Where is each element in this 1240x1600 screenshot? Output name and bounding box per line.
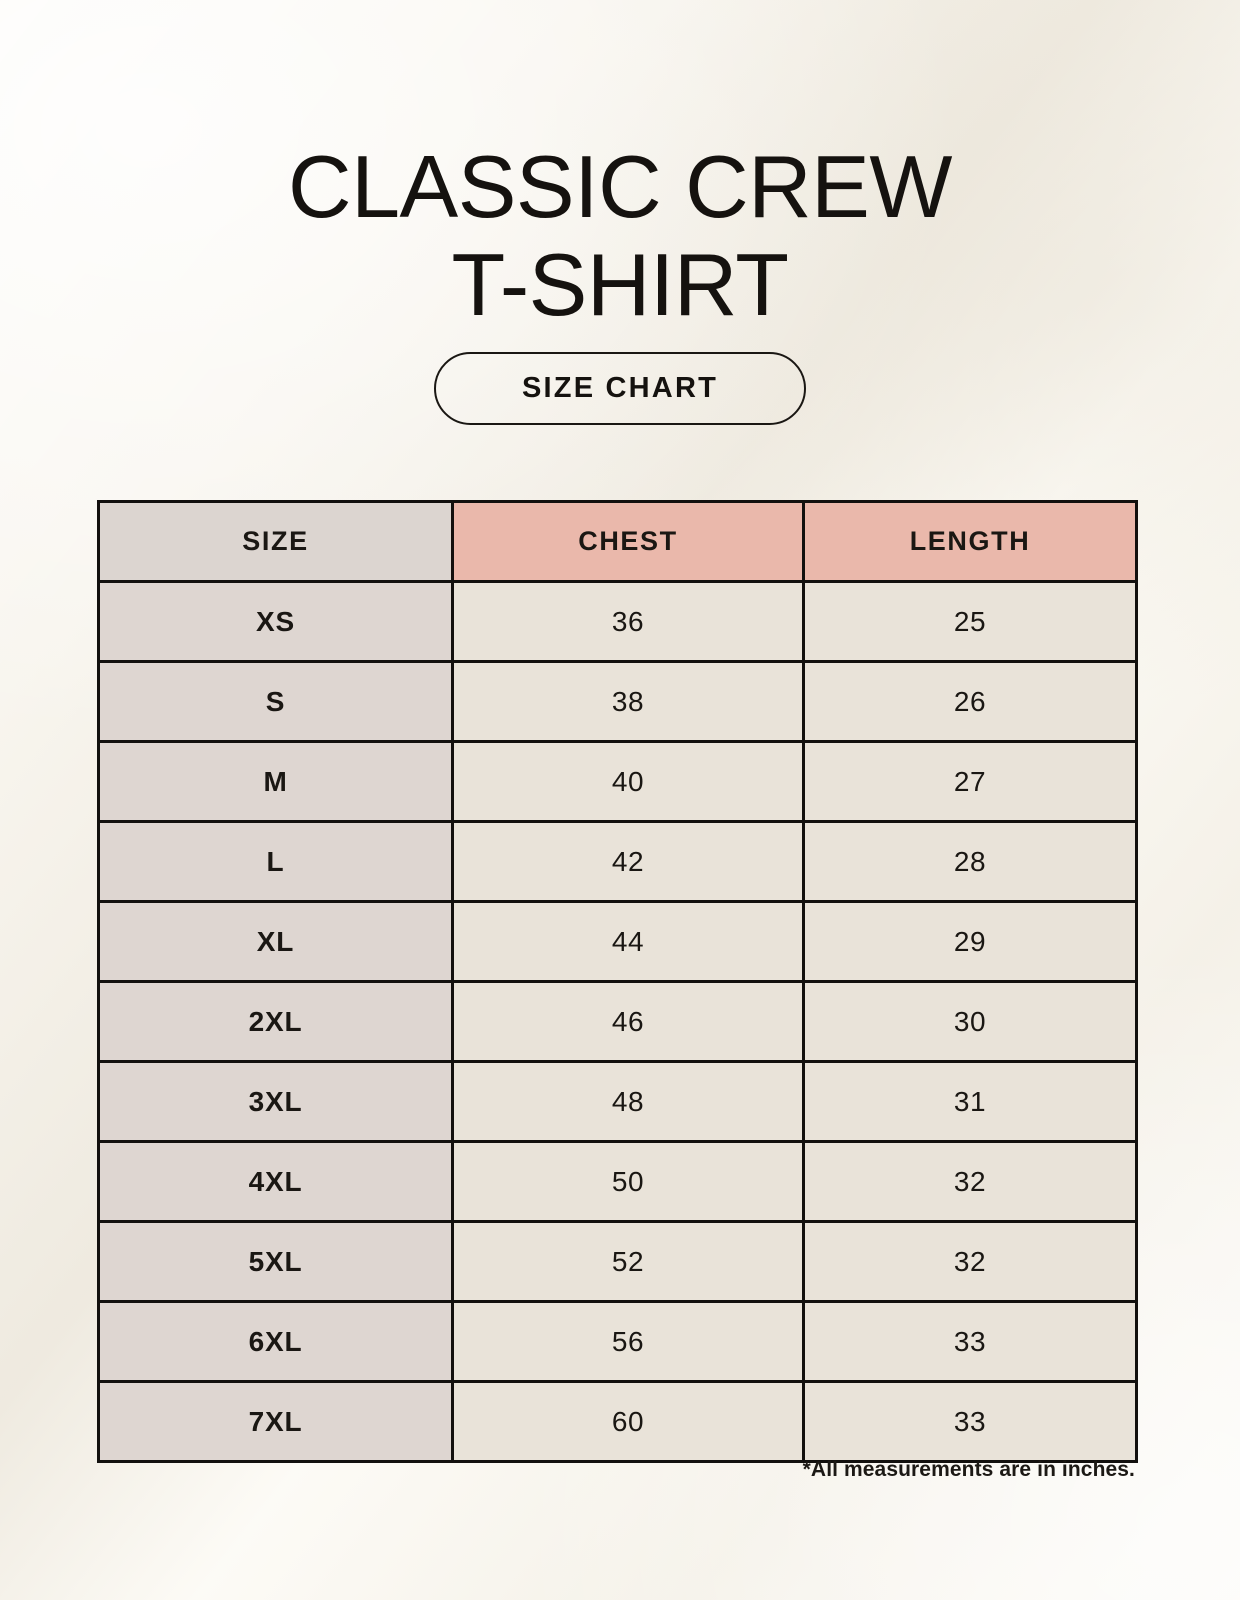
table-row: 5XL 52 32 (97, 1220, 1138, 1303)
size-table-head: SIZE CHEST LENGTH (97, 500, 1138, 583)
column-header-length: LENGTH (802, 500, 1138, 583)
cell-chest: 50 (451, 1140, 805, 1223)
table-row: 6XL 56 33 (97, 1300, 1138, 1383)
cell-length: 28 (802, 820, 1138, 903)
cell-length: 30 (802, 980, 1138, 1063)
cell-size: 2XL (97, 980, 454, 1063)
table-header-row: SIZE CHEST LENGTH (97, 500, 1138, 583)
cell-size: S (97, 660, 454, 743)
cell-length: 26 (802, 660, 1138, 743)
cell-length: 31 (802, 1060, 1138, 1143)
cell-length: 33 (802, 1380, 1138, 1463)
cell-length: 33 (802, 1300, 1138, 1383)
cell-chest: 46 (451, 980, 805, 1063)
cell-chest: 56 (451, 1300, 805, 1383)
table-row: M 40 27 (97, 740, 1138, 823)
cell-chest: 42 (451, 820, 805, 903)
cell-chest: 60 (451, 1380, 805, 1463)
size-table-container: SIZE CHEST LENGTH XS 36 25 S 38 26 M 40 27 L 42 28 X… (97, 500, 1138, 1463)
cell-chest: 48 (451, 1060, 805, 1143)
cell-length: 27 (802, 740, 1138, 823)
cell-size: XS (97, 580, 454, 663)
page-title-line-2: T-SHIRT (451, 234, 789, 334)
size-chart-badge: SIZE CHART (434, 352, 806, 425)
badge-container: SIZE CHART (0, 352, 1240, 425)
cell-size: 4XL (97, 1140, 454, 1223)
size-table-body: XS 36 25 S 38 26 M 40 27 L 42 28 XL 44 29 2XL 46 30 3XL 48 3… (97, 580, 1138, 1463)
cell-length: 25 (802, 580, 1138, 663)
measurement-footnote: *All measurements are in inches. (802, 1458, 1135, 1481)
cell-length: 29 (802, 900, 1138, 983)
column-header-size: SIZE (97, 500, 454, 583)
cell-size: XL (97, 900, 454, 983)
cell-length: 32 (802, 1220, 1138, 1303)
size-table: SIZE CHEST LENGTH XS 36 25 S 38 26 M 40 27 L 42 28 X… (97, 500, 1138, 1463)
cell-chest: 52 (451, 1220, 805, 1303)
table-row: 7XL 60 33 (97, 1380, 1138, 1463)
page-title-line-1: CLASSIC CREW (288, 136, 952, 236)
table-row: XL 44 29 (97, 900, 1138, 983)
table-row: 4XL 50 32 (97, 1140, 1138, 1223)
table-row: S 38 26 (97, 660, 1138, 743)
page-title: CLASSIC CREW T-SHIRT (0, 136, 1240, 334)
cell-size: M (97, 740, 454, 823)
cell-length: 32 (802, 1140, 1138, 1223)
table-row: XS 36 25 (97, 580, 1138, 663)
column-header-chest: CHEST (451, 500, 805, 583)
cell-size: 5XL (97, 1220, 454, 1303)
table-row: 3XL 48 31 (97, 1060, 1138, 1143)
cell-size: 6XL (97, 1300, 454, 1383)
cell-chest: 36 (451, 580, 805, 663)
cell-size: L (97, 820, 454, 903)
cell-size: 7XL (97, 1380, 454, 1463)
table-row: L 42 28 (97, 820, 1138, 903)
table-row: 2XL 46 30 (97, 980, 1138, 1063)
cell-size: 3XL (97, 1060, 454, 1143)
cell-chest: 38 (451, 660, 805, 743)
cell-chest: 44 (451, 900, 805, 983)
cell-chest: 40 (451, 740, 805, 823)
